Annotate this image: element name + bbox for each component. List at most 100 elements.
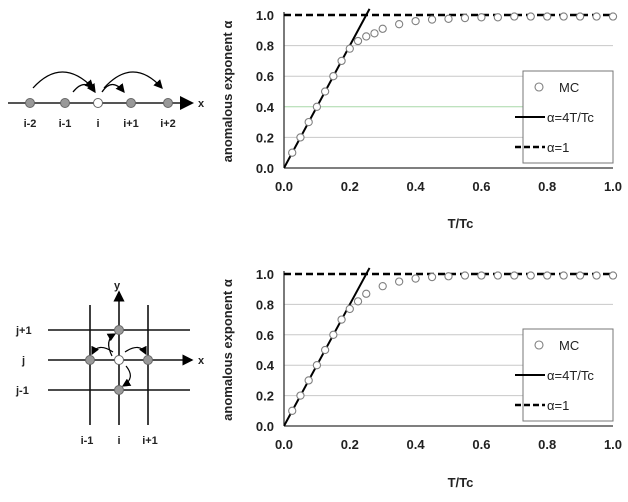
data-point — [543, 12, 552, 21]
row-label: j — [21, 355, 25, 367]
x-axis-title: T/Tc — [448, 216, 474, 231]
hop-arrow — [103, 71, 163, 89]
legend: MC α=4T/Tc α=1 — [515, 328, 614, 422]
data-point — [337, 315, 346, 324]
y-tick-label: 0.0 — [256, 161, 274, 176]
legend-label: α=4T/Tc — [547, 368, 594, 383]
lattice-site — [114, 385, 124, 395]
chain-site — [60, 98, 70, 108]
lattice-site-origin — [114, 355, 124, 365]
y-tick-label: 0.8 — [256, 297, 274, 312]
x-tick-label: 0.2 — [341, 179, 359, 194]
chain-site — [126, 98, 136, 108]
y-tick-label: 0.2 — [256, 130, 274, 145]
data-point — [337, 56, 346, 66]
x-tick-label: 0.4 — [407, 437, 426, 452]
row-label: j-1 — [15, 385, 29, 397]
site-label: i+2 — [160, 118, 176, 130]
lattice-site — [85, 355, 95, 365]
data-point — [362, 289, 371, 298]
y-tick-label: 0.6 — [256, 69, 274, 84]
data-point — [312, 102, 322, 111]
lattice-site — [143, 355, 153, 365]
legend-label: α=1 — [547, 398, 569, 413]
data-point — [345, 44, 354, 53]
x-tick-label: 0.2 — [341, 437, 359, 452]
y-tick-label: 0.8 — [256, 39, 274, 54]
row-label: j+1 — [15, 325, 32, 337]
site-label: i-1 — [59, 118, 72, 130]
data-point — [477, 271, 486, 280]
legend-label: α=4T/Tc — [547, 110, 594, 125]
hop-arrow — [91, 345, 114, 356]
data-point — [608, 12, 618, 21]
data-point — [575, 12, 585, 21]
data-point — [378, 282, 387, 291]
hop-arrow — [106, 333, 117, 357]
chart-top: 0.0 0.2 0.4 0.6 0.8 1.0 0.0 0.2 0.4 0.6 0.8 1.0 T/Tc… — [220, 8, 622, 231]
data-point — [329, 330, 338, 339]
hop-arrow — [72, 82, 96, 94]
data-point — [559, 12, 568, 21]
hop-arrow — [101, 83, 125, 94]
hop-arrow — [121, 365, 132, 387]
site-label: i+1 — [123, 118, 139, 130]
data-point — [329, 72, 338, 81]
data-point — [353, 297, 363, 306]
data-point — [353, 36, 363, 46]
x-tick-label: 0.6 — [472, 437, 490, 452]
data-point — [411, 274, 420, 283]
data-point — [608, 271, 618, 280]
data-point — [559, 271, 568, 280]
site-label: i-2 — [24, 118, 37, 130]
data-point — [460, 13, 470, 23]
legend-label: α=1 — [547, 140, 569, 155]
x-tick-label: 0.8 — [538, 437, 556, 452]
y-axis-title: anomalous exponent α — [220, 279, 235, 421]
col-label: i-1 — [81, 435, 94, 447]
data-point — [296, 391, 305, 400]
lattice-y-label: y — [114, 280, 121, 292]
data-point — [378, 24, 387, 33]
data-point — [444, 14, 453, 23]
data-point — [444, 272, 453, 281]
y-tick-label: 0.2 — [256, 389, 274, 404]
lattice-site — [114, 325, 124, 335]
legend-marker-mc — [534, 340, 544, 350]
data-point — [288, 406, 297, 415]
data-point — [427, 15, 437, 24]
col-label: i — [117, 435, 120, 447]
legend-marker-mc — [534, 82, 544, 92]
data-point — [526, 271, 535, 280]
data-point — [304, 117, 313, 127]
legend-label: MC — [559, 338, 579, 353]
chain-site — [25, 98, 35, 108]
data-point — [526, 12, 535, 21]
chain-diagram: x i-2 i-1 i i+1 i+2 — [8, 71, 205, 130]
y-tick-label: 0.6 — [256, 328, 274, 343]
data-point — [345, 304, 354, 314]
site-label: i — [96, 118, 99, 130]
data-point — [510, 271, 519, 280]
legend-label: MC — [559, 80, 579, 95]
data-point — [477, 13, 486, 22]
legend: MC α=4T/Tc α=1 — [515, 70, 614, 164]
x-axis-title: T/Tc — [448, 475, 474, 490]
x-tick-label: 0.8 — [538, 179, 556, 194]
y-tick-label: 0.0 — [256, 419, 274, 434]
lattice-diagram: x y j+1 j j-1 i-1 i i+1 — [15, 280, 205, 447]
y-tick-label: 0.4 — [256, 100, 275, 115]
data-point — [394, 20, 404, 29]
y-axis-title: anomalous exponent α — [220, 21, 235, 163]
data-point — [493, 13, 502, 22]
data-point — [288, 148, 297, 157]
lattice-x-label: x — [198, 355, 205, 367]
data-point — [575, 271, 585, 280]
data-point — [427, 272, 437, 282]
data-point — [304, 376, 313, 385]
hop-arrow — [124, 345, 147, 356]
data-point — [394, 277, 404, 286]
data-point — [460, 271, 470, 280]
